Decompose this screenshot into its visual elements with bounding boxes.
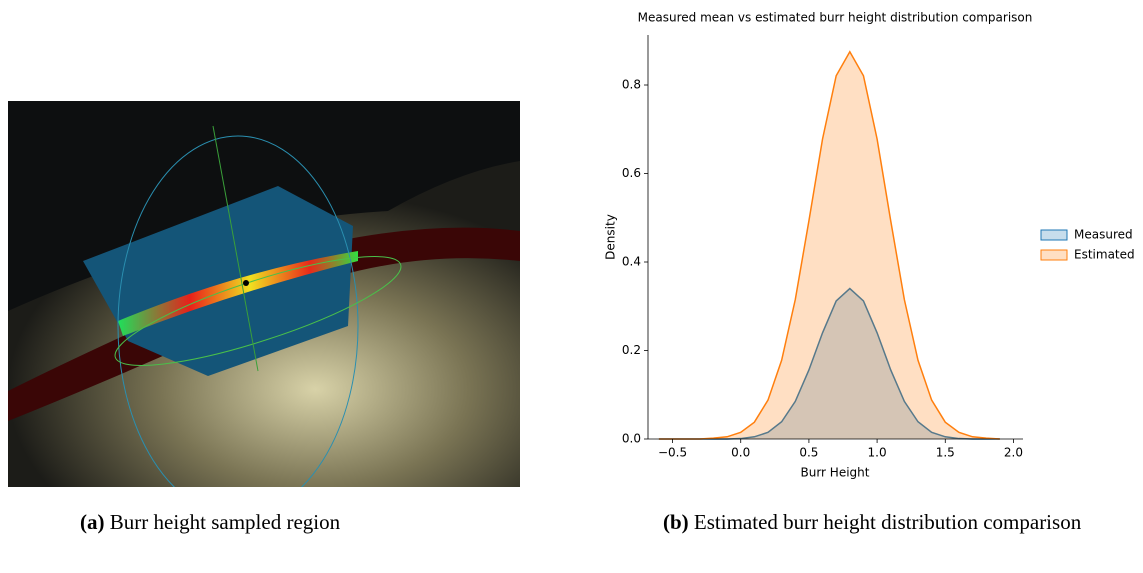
caption-a: (a) Burr height sampled region: [80, 508, 340, 537]
legend-label: Estimated: [1074, 248, 1135, 262]
chart-title: Measured mean vs estimated burr height d…: [638, 11, 1033, 25]
x-tick-label: 0.5: [799, 446, 818, 460]
x-tick-label: 2.0: [1004, 446, 1023, 460]
chart: Measured mean vs estimated burr height d…: [604, 11, 1135, 480]
caption-text: Burr height sampled region: [109, 510, 341, 534]
caption-label: (a): [80, 510, 105, 534]
caption-text: Estimated burr height distribution compa…: [693, 510, 1082, 534]
y-tick-label: 0.8: [622, 78, 641, 92]
y-tick-label: 0.4: [622, 255, 641, 269]
caption-b: (b) Estimated burr height distribution c…: [663, 508, 1118, 537]
y-axis-label: Density: [604, 214, 618, 260]
y-tick-label: 0.0: [622, 432, 641, 446]
x-tick-label: −0.5: [658, 446, 687, 460]
x-tick-label: 1.0: [868, 446, 887, 460]
density-area: [658, 51, 1000, 440]
legend-label: Measured: [1074, 228, 1133, 242]
density-line: [658, 50, 1000, 440]
density-area: [658, 288, 1000, 439]
legend-swatch: [1040, 249, 1068, 261]
sampled-region-image: [8, 101, 520, 487]
y-tick-label: 0.6: [622, 166, 641, 180]
x-axis-label: Burr Height: [801, 466, 870, 480]
x-tick-label: 0.0: [731, 446, 750, 460]
y-tick-label: 0.2: [622, 343, 641, 357]
x-tick-label: 1.5: [936, 446, 955, 460]
legend-swatch: [1040, 229, 1068, 241]
caption-label: (b): [663, 510, 689, 534]
